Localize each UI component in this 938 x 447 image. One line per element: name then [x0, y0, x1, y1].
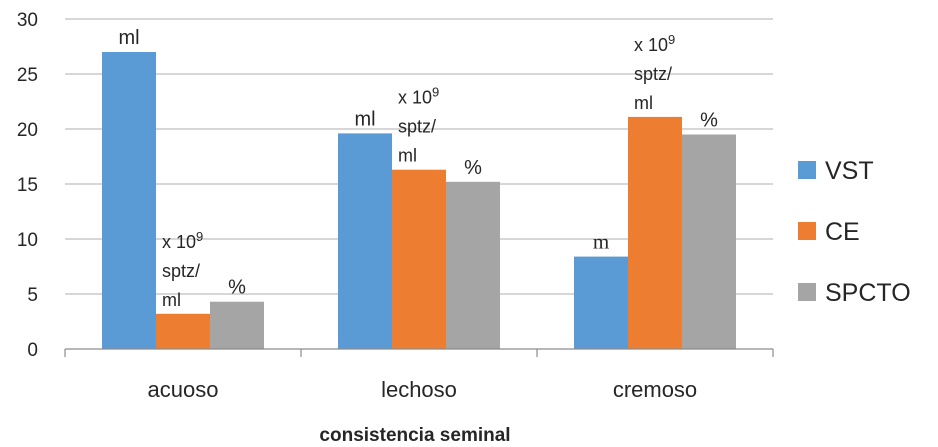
x-category-label: lechoso: [381, 377, 457, 402]
y-tick-label: 20: [17, 120, 38, 141]
y-tick-label: 15: [17, 175, 38, 196]
bar-annotation: sptz/: [162, 261, 200, 281]
bar-annotation: ml: [634, 93, 653, 113]
x-category-label: acuoso: [148, 377, 219, 402]
y-tick-label: 25: [17, 65, 38, 86]
bar-spcto-acuoso: [210, 301, 264, 349]
annotations: ml x 109 sptz/ml% ml x 109 sptz/ml% m x 109 sptz…: [118, 27, 718, 310]
bar-annotation: %: [464, 157, 482, 179]
bar-annotation: sptz/: [398, 117, 436, 137]
bar-annotation: x 109: [634, 32, 675, 55]
bar-spcto-lechoso: [446, 181, 500, 349]
bar-ce-cremoso: [628, 116, 682, 350]
bar-vst-cremoso: [574, 256, 628, 349]
x-axis-title: consistencia seminal: [319, 425, 510, 446]
bar-annotation: ml: [118, 27, 139, 49]
bar-annotation: %: [700, 110, 718, 132]
legend-swatch-ce: [798, 222, 816, 240]
bar-annotation: sptz/: [634, 64, 672, 84]
bar-annotation: ml: [354, 108, 375, 130]
legend-swatch-vst: [798, 161, 816, 179]
legend-swatch-spcto: [798, 283, 816, 301]
axes: 0 5 10 15 20 25 30 acuoso lechoso cremoso consiste…: [17, 10, 774, 446]
legend-label: VST: [825, 157, 874, 185]
bar-vst-acuoso: [102, 52, 156, 349]
bar-annotation: m: [593, 230, 609, 254]
y-tick-label: 10: [17, 230, 38, 251]
legend: VST CE SPCTO: [798, 157, 911, 307]
x-category-label: cremoso: [613, 377, 697, 402]
bars: [102, 52, 736, 350]
bar-ce-acuoso: [156, 313, 210, 349]
bar-annotation: x 109: [162, 229, 203, 252]
bar-annotation: ml: [398, 146, 417, 166]
bar-ce-lechoso: [392, 169, 446, 349]
bar-annotation: x 109: [398, 85, 439, 108]
y-tick-label: 0: [27, 340, 38, 361]
legend-label: SPCTO: [825, 279, 911, 307]
bar-annotation: %: [228, 277, 246, 299]
bar-annotation: ml: [162, 290, 181, 310]
legend-label: CE: [825, 218, 860, 246]
bar-vst-lechoso: [338, 133, 392, 349]
y-tick-label: 5: [27, 285, 38, 306]
bar-spcto-cremoso: [682, 134, 736, 349]
y-tick-label: 30: [17, 10, 38, 31]
